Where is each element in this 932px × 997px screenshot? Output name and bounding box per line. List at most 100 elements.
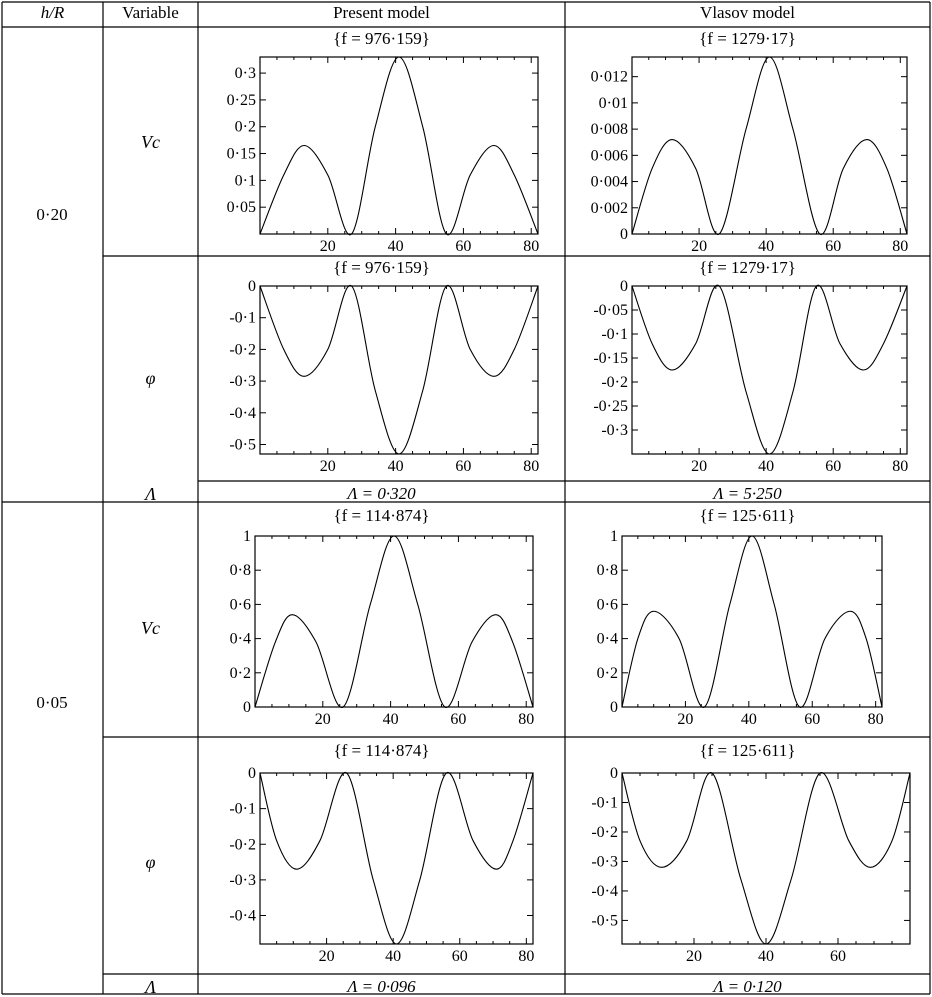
x-tick-label: 40 [383,711,399,728]
x-tick-label: 40 [758,948,774,965]
hr-value: 0·05 [36,693,68,712]
y-tick-label: -0·2 [601,374,628,391]
x-tick-label: 60 [452,948,468,965]
x-tick-label: 60 [804,711,820,728]
series-line [631,56,908,235]
variable-label: φ [145,368,156,388]
chart-svg: 20 40 60 80 0 -0·1 -0·2 -0·3 -0·4 -0·5 [229,278,539,475]
variable-label: Vc [141,618,160,638]
y-tick-label: -0·5 [229,436,256,453]
chart-title: {f = 1279·17} [699,258,796,277]
y-tick-label: 0 [620,226,628,243]
variable-label: φ [145,852,156,872]
x-tick-label: 20 [319,948,335,965]
chart-panel-present-vc-005: {f = 114·874} 20 40 60 80 0 0·2 0·4 0·6 0·8 1 [198,502,565,737]
chart-panel-vlasov-vc-020: {f = 1279·17} 20 40 60 80 0 0·002 0·004 0·006 0·… [565,27,930,256]
x-tick-label: 80 [523,238,539,255]
x-tick-label: 60 [455,238,471,255]
header-vlasov-model: Vlasov model [700,3,795,22]
y-tick-label: -0·3 [601,422,628,439]
y-tick-label: 0·8 [597,562,618,579]
chart-svg: 20 40 60 80 0 0·002 0·004 0·006 0·008 0·01 0·012 [591,56,908,255]
present-lambda-value: Λ = 0·320 [347,484,416,503]
x-tick-label: 40 [388,238,404,255]
series-line [254,535,534,708]
chart-panel-present-phi-020: {f = 976·159} 20 40 60 80 0 -0·1 -0·2 -0·3 -0·4 -… [198,256,565,481]
x-tick-label: 20 [691,238,707,255]
x-tick-label: 80 [892,238,908,255]
plot-frame [259,772,534,945]
variable-label-lambda: Λ [145,977,156,997]
y-tick-label: -0·1 [229,801,256,818]
chart-title: {f = 125·611} [699,741,796,760]
y-tick-label: -0·05 [593,302,628,319]
chart-title: {f = 976·159} [333,258,430,277]
x-tick-label: 80 [523,458,539,475]
x-tick-label: 60 [830,948,846,965]
x-tick-label: 80 [518,711,534,728]
x-tick-label: 80 [892,458,908,475]
x-tick-label: 40 [758,238,774,255]
chart-title: {f = 1279·17} [699,29,796,48]
x-tick-label: 20 [315,711,331,728]
chart-svg: 20 40 60 80 0 0·2 0·4 0·6 0·8 1 [230,528,535,728]
y-tick-label: 0·012 [591,69,628,86]
chart-svg: 20 40 60 80 0·05 0·1 0·15 0·2 0·25 0·3 [227,56,539,255]
series-line [259,285,539,455]
y-tick-label: 0·002 [591,200,628,217]
x-tick-label: 40 [758,458,774,475]
x-tick-label: 80 [518,948,534,965]
y-tick-label: 0·008 [591,121,628,138]
x-tick-label: 20 [320,238,336,255]
x-tick-label: 60 [825,238,841,255]
header-hr: h/R [40,3,65,22]
y-tick-label: -0·4 [229,908,256,925]
x-tick-label: 60 [450,711,466,728]
y-tick-label: 0·2 [597,665,618,682]
y-tick-label: -0·2 [591,824,618,841]
chart-panel-vlasov-phi-020: {f = 1279·17} 20 40 60 80 0 -0·05 -0·1 -0·15 -0·… [565,256,930,481]
chart-svg: 20 40 60 80 0 -0·05 -0·1 -0·15 -0·2 -0·25 -0·3 [593,278,908,475]
y-tick-label: 0 [248,278,256,295]
y-tick-label: 0·25 [227,92,256,109]
y-tick-label: 1 [243,528,251,545]
series-line [259,56,539,236]
y-tick-label: -0·1 [229,310,256,327]
present-lambda-value: Λ = 0·096 [347,977,416,996]
header-present-model: Present model [333,3,430,22]
y-tick-label: -0·5 [591,912,618,929]
plot-frame [621,772,911,945]
variable-label: Vc [141,132,160,152]
x-tick-label: 40 [388,458,404,475]
x-tick-label: 40 [741,711,757,728]
chart-panel-present-vc-020: {f = 976·159} 20 40 60 80 0·05 0·1 0·15 0·2 0·25… [198,27,565,256]
y-tick-label: 0·006 [591,147,628,164]
vlasov-lambda-value: Λ = 5·250 [713,484,782,503]
y-tick-label: 0·8 [230,562,251,579]
y-tick-label: 0·2 [230,665,251,682]
x-tick-label: 60 [825,458,841,475]
y-tick-label: 1 [610,528,618,545]
x-tick-label: 20 [691,458,707,475]
plot-frame [259,285,539,455]
y-tick-label: 0·4 [597,631,618,648]
y-tick-label: -0·1 [601,326,628,343]
y-tick-label: -0·1 [591,794,618,811]
chart-panel-vlasov-phi-005: {f = 125·611} 20 40 60 0 -0·1 -0·2 -0·3 -0·4 -0·… [565,737,930,974]
y-tick-label: 0·004 [591,174,628,191]
x-tick-label: 40 [385,948,401,965]
chart-title: {f = 114·874} [333,506,430,525]
series-line [621,772,911,945]
y-tick-label: 0·15 [227,146,256,163]
header-variable: Variable [122,3,179,22]
y-tick-label: 0·3 [235,65,256,82]
y-tick-label: 0·4 [230,631,251,648]
y-tick-label: 0·2 [235,119,256,136]
y-tick-label: -0·3 [591,853,618,870]
y-tick-label: -0·25 [593,398,628,415]
chart-title: {f = 114·874} [333,741,430,760]
y-tick-label: -0·4 [229,405,256,422]
chart-svg: 20 40 60 80 0 -0·1 -0·2 -0·3 -0·4 [229,765,534,965]
